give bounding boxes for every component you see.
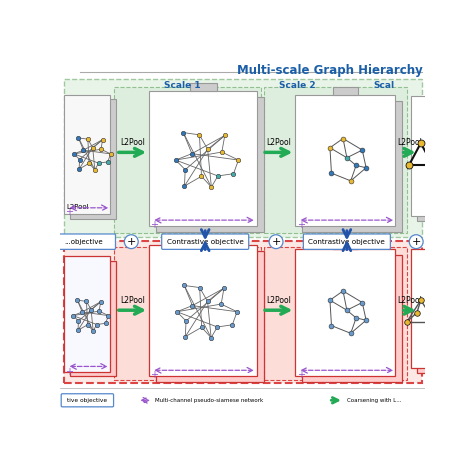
Text: +: + bbox=[150, 220, 158, 230]
Bar bbox=[264, 87, 407, 233]
Text: L2Pool: L2Pool bbox=[266, 296, 291, 305]
Bar bbox=[302, 101, 402, 232]
Bar bbox=[64, 241, 421, 383]
Bar bbox=[264, 247, 407, 380]
Text: +: + bbox=[298, 370, 305, 380]
Bar bbox=[190, 237, 217, 245]
Bar bbox=[295, 248, 395, 376]
Text: L2Pool: L2Pool bbox=[397, 296, 422, 305]
Text: Scale 1: Scale 1 bbox=[164, 81, 201, 90]
Text: Contrastive objective: Contrastive objective bbox=[167, 239, 244, 245]
Text: Coarsening with L...: Coarsening with L... bbox=[347, 398, 401, 403]
Text: Contrastive objective: Contrastive objective bbox=[309, 239, 385, 245]
Bar bbox=[411, 248, 430, 368]
Text: L2Pool: L2Pool bbox=[120, 296, 145, 305]
Bar bbox=[156, 251, 264, 382]
Text: L2Pool: L2Pool bbox=[397, 138, 422, 147]
FancyBboxPatch shape bbox=[162, 234, 249, 249]
Bar bbox=[114, 247, 261, 380]
Text: Scal: Scal bbox=[373, 81, 394, 90]
Text: Multi-scale Graph Hierarchy: Multi-scale Graph Hierarchy bbox=[237, 64, 423, 77]
Text: L2Pool: L2Pool bbox=[120, 138, 145, 147]
Bar bbox=[64, 95, 110, 214]
Text: ...objective: ...objective bbox=[64, 239, 103, 245]
Circle shape bbox=[409, 235, 423, 248]
Bar bbox=[411, 96, 430, 216]
Text: +: + bbox=[298, 220, 305, 230]
Bar bbox=[417, 101, 436, 221]
FancyBboxPatch shape bbox=[52, 234, 116, 249]
Bar bbox=[333, 242, 358, 248]
Text: +: + bbox=[65, 367, 73, 377]
Text: +: + bbox=[150, 370, 158, 380]
Bar bbox=[190, 83, 217, 91]
Bar bbox=[114, 87, 261, 233]
Bar bbox=[64, 79, 421, 237]
FancyBboxPatch shape bbox=[61, 394, 114, 407]
Text: +: + bbox=[411, 237, 421, 246]
Text: tive objective: tive objective bbox=[67, 398, 108, 403]
FancyBboxPatch shape bbox=[303, 234, 391, 249]
Text: +: + bbox=[127, 237, 136, 246]
Bar bbox=[417, 254, 436, 374]
Bar bbox=[333, 87, 358, 95]
Text: Multi-channel pseudo-siamese network: Multi-channel pseudo-siamese network bbox=[155, 398, 264, 403]
Text: L2Pool: L2Pool bbox=[66, 204, 89, 210]
Bar bbox=[149, 91, 257, 226]
Text: Scale 2: Scale 2 bbox=[279, 81, 316, 90]
Text: +: + bbox=[271, 237, 281, 246]
Bar bbox=[64, 256, 110, 372]
Bar bbox=[295, 95, 395, 226]
Bar bbox=[70, 261, 116, 376]
Circle shape bbox=[269, 235, 283, 248]
Bar bbox=[302, 255, 402, 382]
Bar bbox=[156, 97, 264, 232]
Bar bbox=[149, 245, 257, 376]
Text: +: + bbox=[65, 208, 73, 218]
Bar bbox=[70, 99, 116, 219]
Text: L2Pool: L2Pool bbox=[266, 138, 291, 147]
Circle shape bbox=[124, 235, 138, 248]
